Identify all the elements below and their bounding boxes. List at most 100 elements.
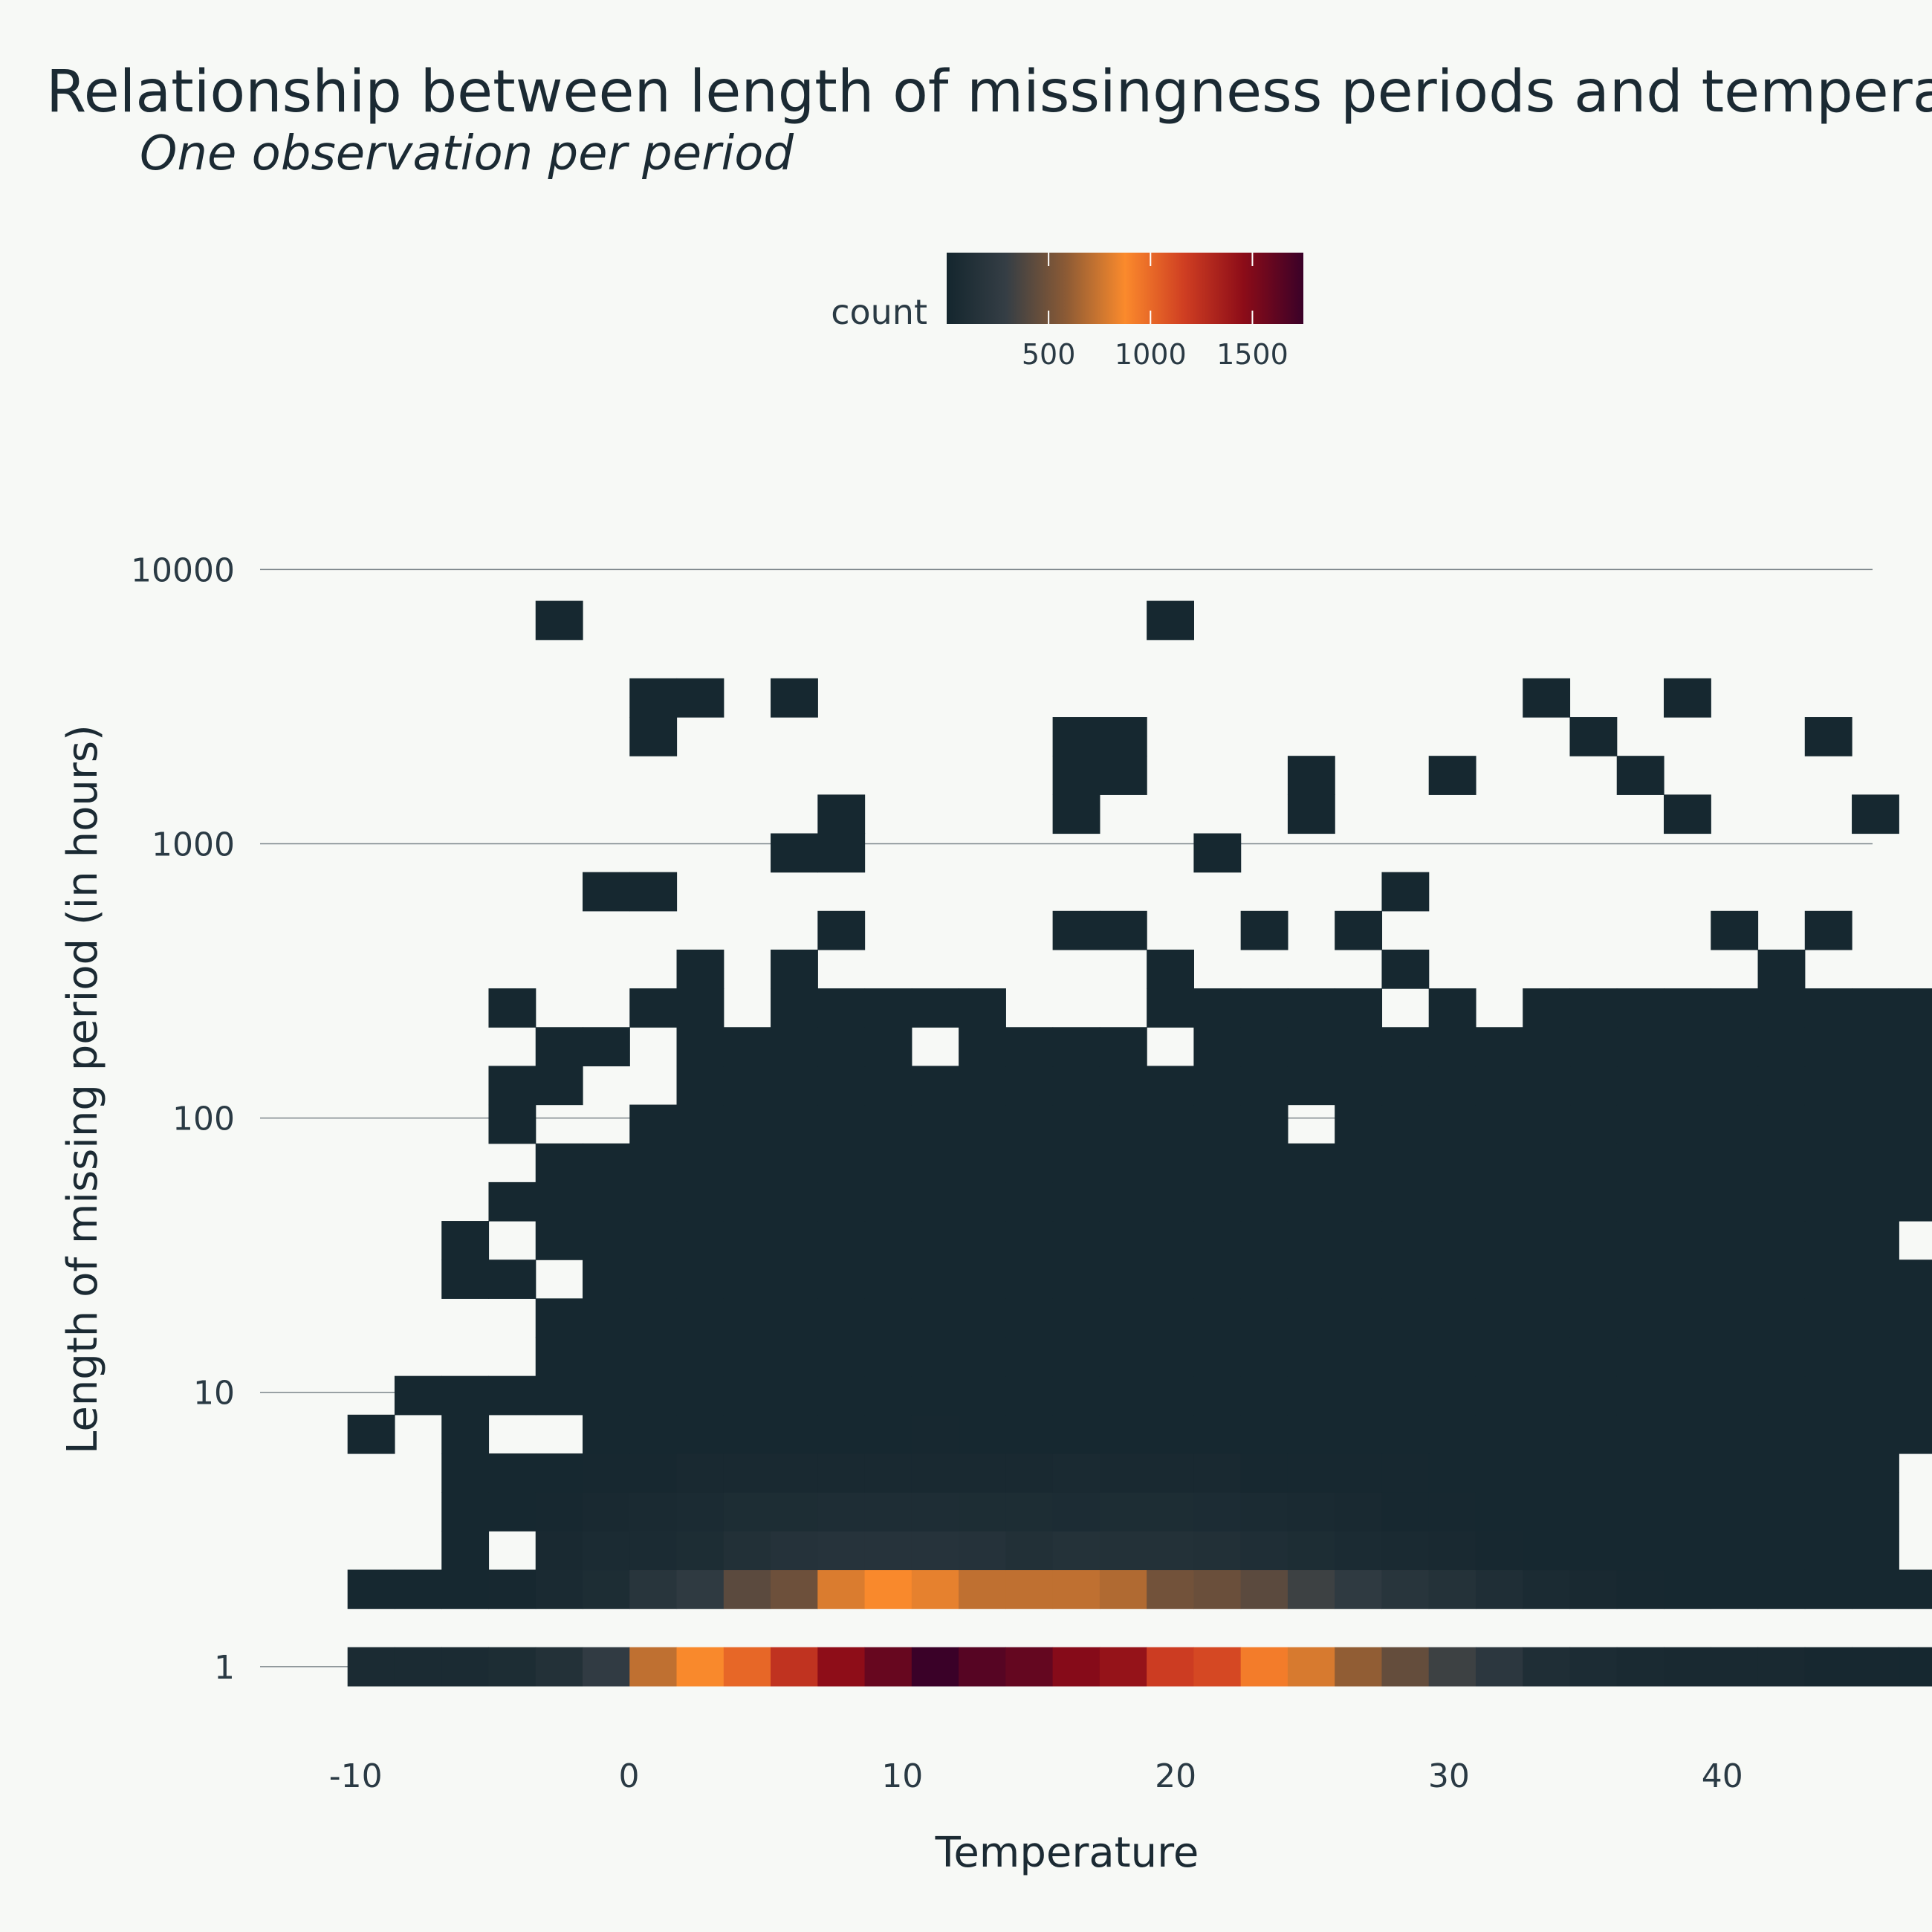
heatmap-cell: [1711, 1104, 1759, 1144]
heatmap-cell: [1005, 1337, 1054, 1377]
heatmap-cell: [1711, 1492, 1759, 1531]
heatmap-cell: [1099, 717, 1147, 756]
heatmap-cell: [1147, 1104, 1194, 1144]
heatmap-cell: [723, 1221, 771, 1260]
heatmap-cell: [1052, 1066, 1100, 1106]
heatmap-cell: [1804, 1569, 1852, 1610]
heatmap-cell: [488, 1181, 537, 1222]
heatmap-cell: [1899, 1414, 1932, 1454]
heatmap-cell: [723, 1569, 771, 1610]
heatmap-cell: [1381, 1569, 1430, 1610]
heatmap-cell: [1757, 1143, 1806, 1183]
heatmap-cell: [535, 1298, 583, 1338]
heatmap-cell: [1335, 1143, 1383, 1183]
heatmap-cell: [583, 1647, 630, 1687]
heatmap-cell: [1616, 1337, 1664, 1377]
heatmap-cell: [1616, 1260, 1664, 1299]
heatmap-cell: [676, 949, 724, 989]
heatmap-cell: [488, 1375, 537, 1416]
heatmap-cell: [1711, 1260, 1759, 1299]
heatmap-cell: [1804, 1104, 1852, 1144]
heatmap-cell: [959, 1066, 1006, 1106]
chart-subtitle: One observation per period: [140, 126, 794, 181]
heatmap-cell: [1523, 1375, 1571, 1416]
heatmap-cell: [488, 1569, 537, 1610]
heatmap-cell: [441, 1260, 490, 1299]
heatmap-cell: [488, 988, 537, 1028]
heatmap-cell: [1099, 1337, 1147, 1377]
heatmap-cell: [1664, 1260, 1711, 1299]
heatmap-cell: [817, 1337, 866, 1377]
heatmap-cell: [1335, 1492, 1383, 1531]
heatmap-cell: [1335, 1647, 1383, 1687]
heatmap-cell: [1193, 1260, 1242, 1299]
heatmap-cell: [1381, 1337, 1430, 1377]
heatmap-cell: [864, 1569, 912, 1610]
heatmap-cell: [1475, 1181, 1523, 1222]
heatmap-cell: [1335, 910, 1383, 950]
heatmap-cell: [1193, 1143, 1242, 1183]
heatmap-cell: [629, 1492, 678, 1531]
heatmap-cell: [488, 1647, 537, 1687]
heatmap-cell: [1240, 1337, 1288, 1377]
heatmap-cell: [1240, 1647, 1288, 1687]
heatmap-cell: [629, 1143, 678, 1183]
heatmap-cell: [817, 1492, 866, 1531]
y-axis-ticks: 1 10 100 1000 10000: [131, 551, 235, 1686]
heatmap-cell: [1099, 1027, 1147, 1067]
heatmap-cell: [394, 1569, 442, 1610]
heatmap-cell: [1899, 1375, 1932, 1416]
heatmap-cell: [1475, 1531, 1523, 1571]
heatmap-cell: [1711, 1453, 1759, 1493]
heatmap-cell: [1475, 1260, 1523, 1299]
heatmap-cell: [535, 1221, 583, 1260]
heatmap-cell: [911, 1181, 959, 1222]
heatmap-cell: [1852, 1260, 1899, 1299]
heatmap-cell: [1335, 1414, 1383, 1454]
heatmap-cell: [1711, 1181, 1759, 1222]
heatmap-cell: [1193, 833, 1242, 873]
heatmap-cell: [676, 1414, 724, 1454]
heatmap-cell: [1428, 988, 1476, 1028]
heatmap-cell: [1193, 1337, 1242, 1377]
heatmap-cell: [1052, 1453, 1100, 1493]
heatmap-cell: [723, 1298, 771, 1338]
heatmap-cell: [771, 1569, 818, 1610]
heatmap-cell: [1147, 1531, 1194, 1571]
heatmap-cell: [911, 1260, 959, 1299]
heatmap-cell: [676, 1221, 724, 1260]
heatmap-cell: [771, 1104, 818, 1144]
heatmap-cell: [911, 1104, 959, 1144]
heatmap-cell: [1052, 794, 1100, 834]
heatmap-cell: [1664, 1492, 1711, 1531]
heatmap-cell: [1757, 1375, 1806, 1416]
heatmap-cell: [1804, 1453, 1852, 1493]
heatmap-cell: [1569, 988, 1618, 1028]
heatmap-cell: [583, 1492, 630, 1531]
heatmap-cell: [817, 1181, 866, 1222]
heatmap-cell: [1523, 1492, 1571, 1531]
heatmap-cell: [723, 1143, 771, 1183]
heatmap-cell: [1147, 1337, 1194, 1377]
heatmap-cell: [1569, 1298, 1618, 1338]
heatmap-cell: [1287, 1453, 1335, 1493]
heatmap-cell: [1147, 1414, 1194, 1454]
heatmap-cell: [629, 1181, 678, 1222]
heatmap-cell: [1757, 988, 1806, 1028]
heatmap-cell: [817, 794, 866, 834]
heatmap-cell: [1804, 1414, 1852, 1454]
heatmap-cell: [1287, 1569, 1335, 1610]
heatmap-cell: [1852, 1414, 1899, 1454]
heatmap-cell: [1147, 1492, 1194, 1531]
heatmap-cell: [1428, 1066, 1476, 1106]
heatmap-cell: [1381, 1027, 1430, 1067]
heatmap-cell: [583, 1453, 630, 1493]
heatmap-cell: [1147, 949, 1194, 989]
heatmap-cell: [1428, 1298, 1476, 1338]
heatmap-cell: [1428, 1647, 1476, 1687]
heatmap-cell: [771, 1260, 818, 1299]
heatmap-cell: [959, 1298, 1006, 1338]
heatmap-cell: [1147, 1143, 1194, 1183]
heatmap-cell: [1005, 1298, 1054, 1338]
heatmap-cell: [1193, 1066, 1242, 1106]
